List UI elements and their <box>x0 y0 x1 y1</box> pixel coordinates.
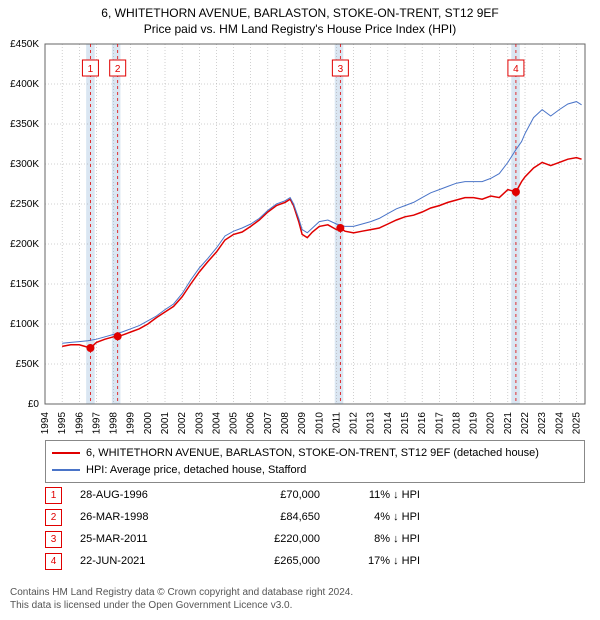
svg-text:1998: 1998 <box>109 412 120 435</box>
svg-text:£400K: £400K <box>10 79 39 90</box>
svg-text:2025: 2025 <box>571 412 582 435</box>
marker-date-3: 25-MAR-2011 <box>80 533 220 545</box>
marker-diff-3: 8% ↓ HPI <box>340 533 420 545</box>
footer-line2: This data is licensed under the Open Gov… <box>10 599 353 612</box>
legend-swatch-property <box>52 452 80 454</box>
svg-text:£250K: £250K <box>10 199 39 210</box>
svg-text:2012: 2012 <box>349 412 360 435</box>
marker-badge-2: 2 <box>45 509 62 526</box>
svg-text:2024: 2024 <box>554 412 565 435</box>
svg-text:£0: £0 <box>28 399 40 410</box>
svg-text:2018: 2018 <box>451 412 462 435</box>
markers-table: 1 28-AUG-1996 £70,000 11% ↓ HPI 2 26-MAR… <box>45 484 420 572</box>
svg-text:£300K: £300K <box>10 159 39 170</box>
svg-text:2011: 2011 <box>331 412 342 434</box>
svg-text:1999: 1999 <box>126 412 137 435</box>
svg-text:3: 3 <box>338 64 344 75</box>
title-line1: 6, WHITETHORN AVENUE, BARLASTON, STOKE-O… <box>0 6 600 22</box>
marker-diff-2: 4% ↓ HPI <box>340 511 420 523</box>
svg-text:2014: 2014 <box>383 412 394 435</box>
svg-text:£450K: £450K <box>10 39 39 50</box>
legend-box: 6, WHITETHORN AVENUE, BARLASTON, STOKE-O… <box>45 440 585 483</box>
marker-price-1: £70,000 <box>220 489 340 501</box>
svg-text:1: 1 <box>88 64 94 75</box>
svg-text:1995: 1995 <box>57 412 68 435</box>
legend-row-property: 6, WHITETHORN AVENUE, BARLASTON, STOKE-O… <box>52 445 578 462</box>
svg-text:2003: 2003 <box>194 412 205 435</box>
svg-text:2016: 2016 <box>417 412 428 435</box>
title-line2: Price paid vs. HM Land Registry's House … <box>0 22 600 38</box>
table-row: 3 25-MAR-2011 £220,000 8% ↓ HPI <box>45 528 420 550</box>
marker-date-1: 28-AUG-1996 <box>80 489 220 501</box>
svg-text:4: 4 <box>513 64 519 75</box>
svg-text:1997: 1997 <box>91 412 102 435</box>
svg-text:2017: 2017 <box>434 412 445 435</box>
marker-date-4: 22-JUN-2021 <box>80 555 220 567</box>
svg-text:2004: 2004 <box>211 412 222 435</box>
svg-text:2020: 2020 <box>486 412 497 435</box>
marker-price-2: £84,650 <box>220 511 340 523</box>
svg-text:2022: 2022 <box>520 412 531 435</box>
svg-text:2: 2 <box>115 64 121 75</box>
marker-badge-4: 4 <box>45 553 62 570</box>
chart-area: £0£50K£100K£150K£200K£250K£300K£350K£400… <box>45 44 585 404</box>
svg-text:2007: 2007 <box>263 412 274 435</box>
svg-text:2013: 2013 <box>366 412 377 435</box>
svg-text:2000: 2000 <box>143 412 154 435</box>
svg-text:£350K: £350K <box>10 119 39 130</box>
svg-text:£50K: £50K <box>16 359 40 370</box>
legend-row-hpi: HPI: Average price, detached house, Staf… <box>52 462 578 479</box>
marker-diff-1: 11% ↓ HPI <box>340 489 420 501</box>
svg-text:2002: 2002 <box>177 412 188 435</box>
svg-text:2008: 2008 <box>280 412 291 435</box>
legend-label-hpi: HPI: Average price, detached house, Staf… <box>86 462 306 479</box>
marker-price-4: £265,000 <box>220 555 340 567</box>
chart-svg: £0£50K£100K£150K£200K£250K£300K£350K£400… <box>45 44 585 444</box>
svg-text:£150K: £150K <box>10 279 39 290</box>
svg-text:£200K: £200K <box>10 239 39 250</box>
svg-text:2009: 2009 <box>297 412 308 435</box>
svg-text:1994: 1994 <box>40 412 51 435</box>
marker-date-2: 26-MAR-1998 <box>80 511 220 523</box>
table-row: 4 22-JUN-2021 £265,000 17% ↓ HPI <box>45 550 420 572</box>
legend-label-property: 6, WHITETHORN AVENUE, BARLASTON, STOKE-O… <box>86 445 539 462</box>
legend-swatch-hpi <box>52 469 80 471</box>
marker-badge-1: 1 <box>45 487 62 504</box>
svg-text:2015: 2015 <box>400 412 411 435</box>
svg-text:1996: 1996 <box>74 412 85 435</box>
chart-title: 6, WHITETHORN AVENUE, BARLASTON, STOKE-O… <box>0 0 600 37</box>
marker-badge-3: 3 <box>45 531 62 548</box>
svg-text:2019: 2019 <box>469 412 480 435</box>
table-row: 2 26-MAR-1998 £84,650 4% ↓ HPI <box>45 506 420 528</box>
marker-diff-4: 17% ↓ HPI <box>340 555 420 567</box>
svg-text:£100K: £100K <box>10 319 39 330</box>
svg-text:2023: 2023 <box>537 412 548 435</box>
marker-price-3: £220,000 <box>220 533 340 545</box>
footer: Contains HM Land Registry data © Crown c… <box>10 586 353 612</box>
svg-text:2005: 2005 <box>229 412 240 435</box>
svg-text:2021: 2021 <box>503 412 514 435</box>
svg-text:2001: 2001 <box>160 412 171 435</box>
footer-line1: Contains HM Land Registry data © Crown c… <box>10 586 353 599</box>
table-row: 1 28-AUG-1996 £70,000 11% ↓ HPI <box>45 484 420 506</box>
svg-text:2010: 2010 <box>314 412 325 435</box>
svg-text:2006: 2006 <box>246 412 257 435</box>
